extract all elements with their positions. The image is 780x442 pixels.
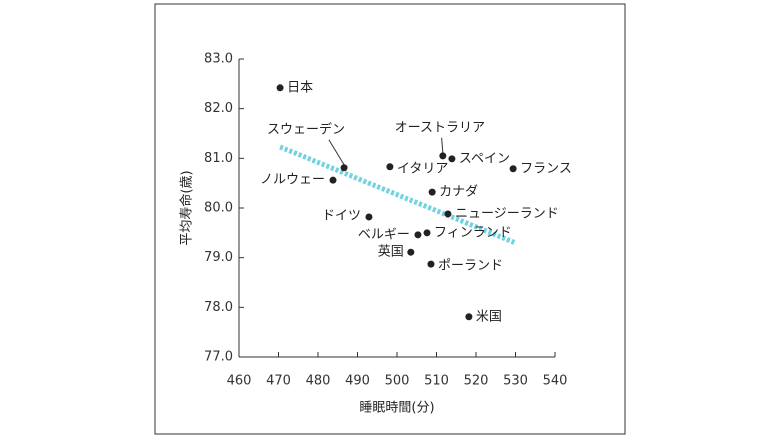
- point: [465, 313, 472, 320]
- point-label: オーストラリア: [395, 120, 485, 135]
- y-tick-label: 80.0: [204, 201, 233, 216]
- point-label: ニュージーランド: [455, 206, 559, 221]
- point-label: 米国: [476, 309, 502, 324]
- point: [439, 152, 446, 159]
- point-label: ポーランド: [438, 259, 503, 274]
- point: [424, 229, 431, 236]
- y-tick-label: 78.0: [204, 300, 233, 315]
- point: [407, 249, 414, 256]
- point: [341, 164, 348, 171]
- point: [365, 213, 372, 220]
- point-label: カナダ: [439, 185, 478, 200]
- x-tick-label: 520: [464, 374, 489, 389]
- y-tick-label: 79.0: [204, 250, 233, 265]
- point-label: スペイン: [459, 151, 510, 166]
- y-tick-label: 83.0: [204, 52, 233, 67]
- point-label: ドイツ: [322, 208, 361, 223]
- point: [427, 261, 434, 268]
- point-label: スウェーデン: [267, 121, 345, 137]
- point-label: ベルギー: [358, 227, 410, 242]
- y-tick-label: 82.0: [204, 101, 233, 116]
- x-tick-label: 500: [385, 374, 410, 389]
- x-axis-label: 睡眠時間(分): [359, 401, 434, 416]
- leader-line: [329, 140, 344, 165]
- x-tick-label: 510: [424, 374, 449, 389]
- x-tick-label: 460: [227, 374, 252, 389]
- x-tick-label: 480: [306, 374, 331, 389]
- point: [330, 177, 337, 184]
- point: [444, 210, 451, 217]
- point: [277, 84, 284, 91]
- x-tick-label: 530: [503, 374, 528, 389]
- leader-line: [442, 138, 443, 153]
- point-label: ノルウェー: [260, 173, 325, 188]
- point-label: フランス: [520, 161, 572, 176]
- point: [414, 231, 421, 238]
- point-label: 英国: [378, 245, 404, 260]
- point: [510, 165, 517, 172]
- x-tick-label: 490: [345, 374, 370, 389]
- x-tick-label: 470: [266, 374, 291, 389]
- point-label: フィンランド: [434, 225, 512, 240]
- y-tick-label: 81.0: [204, 151, 233, 166]
- point-label: 日本: [287, 80, 313, 95]
- point: [386, 163, 393, 170]
- y-axis-label: 平均寿命(歳): [179, 170, 195, 245]
- point: [429, 189, 436, 196]
- point-label: イタリア: [397, 161, 448, 176]
- point: [448, 155, 455, 162]
- y-tick-label: 77.0: [204, 350, 233, 365]
- x-tick-label: 540: [543, 374, 568, 389]
